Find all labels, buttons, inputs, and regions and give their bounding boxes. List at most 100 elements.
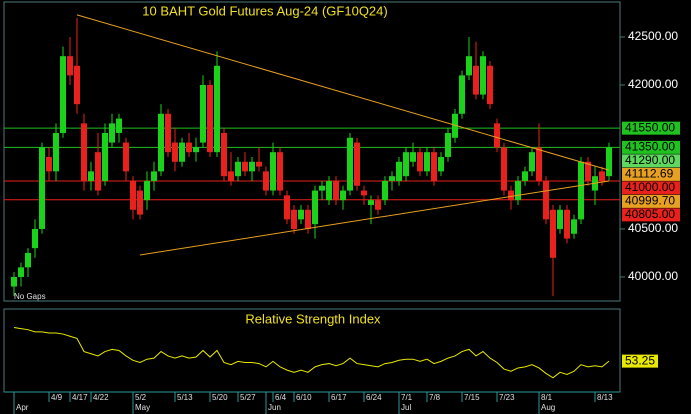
candle-body [172,142,178,162]
candle-body [249,161,255,172]
candle-body [312,190,318,225]
y-tick-label: 40000.00 [628,269,678,283]
candle-body [375,200,381,210]
candle-body [60,56,66,133]
candle-body [487,65,493,105]
candle-body [88,171,94,181]
candle-body [95,152,101,191]
candle-body [536,147,542,181]
candle-body [529,152,535,172]
candle-body [494,123,500,148]
x-tick-label: 8/13 [597,393,613,402]
candle-body [543,180,549,220]
chart-title: 10 BAHT Gold Futures Aug-24 (GF10Q24) [142,3,387,18]
level-label-box [622,140,680,154]
candle-body [221,132,227,177]
level-label-box [622,154,680,168]
candle-body [501,147,507,191]
candle-body [466,56,472,76]
candle-body [550,209,556,258]
level-label-box [622,208,680,222]
candle-body [480,56,486,95]
candle-body [116,118,122,133]
y-tick-label: 40500.00 [628,221,678,235]
x-tick-label: 5/2 [135,393,147,402]
candle-body [354,142,360,186]
rsi-title: Relative Strength Index [245,311,381,326]
candle-body [571,219,577,234]
candle-body [25,252,31,268]
candle-body [403,152,409,177]
candle-body [193,147,199,153]
candle-body [137,190,143,215]
candle-body [263,171,269,191]
candle-body [53,132,59,172]
x-tick-label: 7/8 [429,393,441,402]
month-label: Jun [268,403,281,412]
month-label: May [135,403,150,412]
candle-body [333,180,339,201]
level-label: 41290.00 [625,153,675,167]
month-label: Apr [16,403,29,412]
candle-body [200,84,206,143]
x-tick-label: 7/1 [401,393,413,402]
candle-body [599,171,605,181]
candle-body [417,152,423,172]
candle-body [179,142,185,162]
x-tick-label: 8/1 [541,393,553,402]
month-label: Aug [541,403,555,412]
candle-body [368,200,374,205]
x-tick-label: 5/20 [212,393,228,402]
candle-body [410,152,416,162]
candle-body [305,209,311,229]
price-panel [3,1,621,302]
trend-line [76,14,610,171]
candle-body [319,185,325,191]
x-tick-label: 4/9 [51,393,63,402]
x-tick-label: 6/17 [331,393,347,402]
candle-body [277,152,283,191]
level-label: 40999.70 [625,194,675,208]
trend-line [139,180,610,256]
level-label: 41112.69 [625,167,674,181]
level-label-box [622,181,680,195]
candle-body [256,161,262,167]
rsi-line [13,326,610,379]
candle-body [396,161,402,181]
candle-body [11,276,17,287]
candle-body [291,209,297,229]
candle-body [242,161,248,172]
candle-body [557,209,563,229]
candle-body [186,142,192,153]
x-tick-label: 6/24 [366,393,382,402]
level-label: 40805.00 [625,207,675,221]
candle-body [102,132,108,181]
candle-body [382,180,388,201]
level-label: 41550.00 [625,120,675,134]
candle-body [81,123,87,181]
candle-body [144,180,150,201]
candle-body [347,137,353,191]
candle-body [130,180,136,210]
x-tick-label: 7/15 [464,393,480,402]
candle-body [67,56,73,76]
candle-body [298,209,304,220]
candle-body [123,142,129,172]
rsi-label: 53.25 [625,353,655,367]
candle-body [361,190,367,196]
candle-body [207,84,213,153]
candle-body [32,228,38,249]
candle-body [39,147,45,229]
candle-body [228,171,234,181]
level-label-box [622,167,680,181]
candle-body [431,152,437,181]
level-label-box [622,194,680,208]
candle-body [445,132,451,157]
level-label: 41350.00 [625,140,675,154]
x-tick-label: 6/4 [275,393,287,402]
month-label: Jul [401,403,411,412]
candle-body [74,65,80,105]
candle-body [515,180,521,201]
